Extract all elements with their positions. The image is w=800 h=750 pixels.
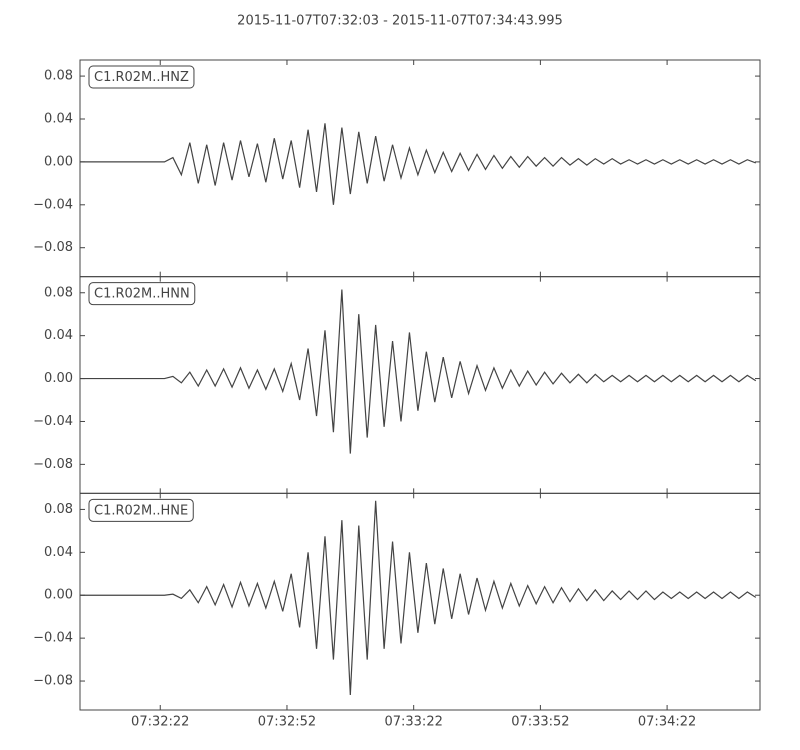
y-tick-label: 0.00 (44, 154, 73, 169)
trace-label: C1.R02M..HNN (94, 287, 190, 302)
trace-label-box (88, 498, 194, 522)
x-tick-label: 07:32:22 (131, 715, 189, 730)
waveform (80, 500, 757, 696)
chart-title: 2015-11-07T07:32:03 - 2015-11-07T07:34:4… (237, 14, 563, 29)
trace-label: C1.R02M..HNZ (94, 70, 189, 85)
y-tick-label: −0.04 (33, 414, 73, 429)
y-tick-label: −0.08 (33, 457, 73, 472)
y-tick-label: 0.08 (44, 502, 73, 517)
y-tick-label: 0.08 (44, 69, 73, 84)
x-tick-label: 07:34:22 (638, 715, 696, 730)
y-tick-label: −0.08 (33, 674, 73, 689)
trace-label-box (88, 65, 195, 89)
waveform (80, 123, 757, 205)
y-tick-label: 0.08 (44, 285, 73, 300)
y-tick-label: −0.08 (33, 240, 73, 255)
trace-label-box (88, 282, 196, 306)
y-tick-label: 0.04 (44, 328, 73, 343)
y-tick-label: 0.04 (44, 111, 73, 126)
y-tick-label: 0.04 (44, 545, 73, 560)
trace-label: C1.R02M..HNE (94, 503, 188, 518)
y-tick-label: 0.00 (44, 588, 73, 603)
waveform (80, 289, 757, 454)
y-tick-label: 0.00 (44, 371, 73, 386)
y-tick-label: −0.04 (33, 197, 73, 212)
panel-frame (79, 492, 761, 711)
x-tick-label: 07:32:52 (258, 715, 316, 730)
x-tick-label: 07:33:52 (511, 715, 569, 730)
panel-frame (79, 276, 761, 494)
x-tick-label: 07:33:22 (384, 715, 442, 730)
y-tick-label: −0.04 (33, 631, 73, 646)
